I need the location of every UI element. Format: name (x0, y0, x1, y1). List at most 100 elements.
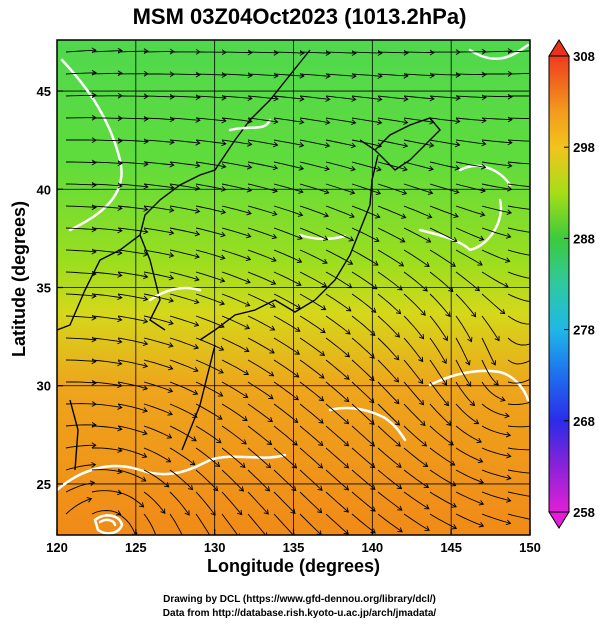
streamline-arrowhead (299, 50, 305, 56)
streamline-arrowhead (534, 139, 538, 144)
streamline (143, 95, 175, 98)
streamline-arrowhead (141, 476, 147, 482)
streamline-arrowhead (453, 212, 459, 219)
streamline (221, 161, 252, 168)
streamline-arrowhead (534, 48, 538, 53)
streamline (325, 293, 352, 312)
streamline-arrowhead (370, 484, 376, 490)
streamline-arrowhead (343, 529, 349, 535)
streamline-arrowhead (160, 508, 166, 514)
streamline (195, 183, 226, 191)
streamline (195, 161, 226, 168)
streamline (247, 73, 278, 77)
streamline (507, 293, 530, 302)
streamline-arrowhead (454, 188, 460, 195)
streamline-arrowhead (506, 209, 513, 216)
x-tick-label: 150 (519, 540, 541, 555)
streamline-arrowhead (295, 326, 301, 332)
streamline-arrowhead (168, 297, 175, 303)
streamline-arrowhead (428, 142, 435, 148)
streamline-arrowhead (533, 230, 537, 235)
streamline-arrowhead (268, 371, 275, 377)
streamline-arrowhead (166, 433, 173, 439)
streamline-arrowhead (424, 261, 430, 267)
streamline-arrowhead (220, 254, 226, 261)
streamline (507, 117, 530, 119)
streamline-arrowhead (194, 207, 201, 214)
streamline (455, 491, 484, 505)
streamline-arrowhead (424, 504, 430, 510)
streamline-arrowhead (395, 441, 401, 447)
streamline (91, 403, 122, 409)
streamline-arrowhead (142, 384, 149, 391)
streamline (377, 359, 399, 383)
streamline-arrowhead (320, 305, 327, 311)
streamline-arrowhead (429, 95, 435, 102)
streamline (429, 271, 454, 292)
streamline-arrowhead (184, 510, 190, 516)
streamline-arrowhead (273, 141, 279, 148)
streamline-arrowhead (441, 358, 447, 365)
streamline-arrowhead (169, 161, 175, 168)
colorbar-lower-arrow (548, 511, 570, 529)
streamline-arrowhead (142, 340, 149, 347)
streamline (273, 73, 304, 77)
streamline (377, 469, 402, 489)
streamline-arrowhead (195, 71, 201, 78)
y-axis-label: Latitude (degrees) (9, 200, 29, 358)
streamline (221, 183, 252, 192)
streamline (195, 205, 226, 214)
streamline-arrowhead (394, 332, 400, 338)
streamline (351, 139, 382, 147)
streamline-arrowhead (317, 485, 323, 491)
streamline (299, 51, 331, 54)
streamline-arrowhead (369, 441, 376, 447)
streamline (429, 293, 451, 317)
streamline (169, 447, 196, 466)
streamline-arrowhead (505, 257, 511, 263)
streamline (325, 403, 349, 425)
streamline-arrowhead (467, 336, 473, 343)
streamline (299, 183, 329, 194)
streamline (65, 183, 97, 186)
streamline-arrowhead (89, 480, 96, 487)
streamline (377, 425, 401, 447)
streamline (481, 139, 512, 144)
streamline-arrowhead (154, 536, 159, 541)
colorbar-tick-label: 308 (573, 49, 595, 64)
streamline-arrowhead (294, 349, 300, 355)
streamline (325, 51, 357, 54)
streamline (66, 381, 97, 384)
streamline (91, 490, 122, 494)
streamline-arrowhead (292, 417, 299, 423)
streamline (325, 139, 356, 147)
streamline-arrowhead (344, 374, 350, 380)
streamline-arrowhead (242, 416, 248, 422)
streamline-arrowhead (322, 258, 328, 264)
streamline (92, 447, 122, 452)
streamline (273, 469, 297, 491)
streamline (195, 447, 220, 467)
streamline-arrowhead (168, 342, 174, 348)
streamline-arrowhead (164, 482, 170, 488)
streamline (91, 510, 121, 515)
streamline (169, 117, 200, 121)
streamline (377, 491, 403, 511)
streamline-arrowhead (478, 478, 485, 484)
streamline-arrowhead (264, 486, 271, 492)
streamline-arrowhead (217, 414, 223, 420)
streamline-arrowhead (247, 49, 253, 56)
streamline (221, 139, 252, 145)
streamline-arrowhead (245, 232, 252, 239)
streamline-arrowhead (369, 397, 375, 404)
streamline (299, 73, 330, 77)
streamline-arrowhead (448, 286, 454, 293)
streamline-arrowhead (369, 353, 375, 359)
streamline (351, 227, 380, 242)
streamline (91, 161, 123, 164)
streamline (351, 271, 378, 290)
streamline-arrowhead (168, 364, 174, 371)
streamline (221, 381, 248, 398)
streamline (195, 315, 225, 328)
streamline (403, 227, 431, 243)
